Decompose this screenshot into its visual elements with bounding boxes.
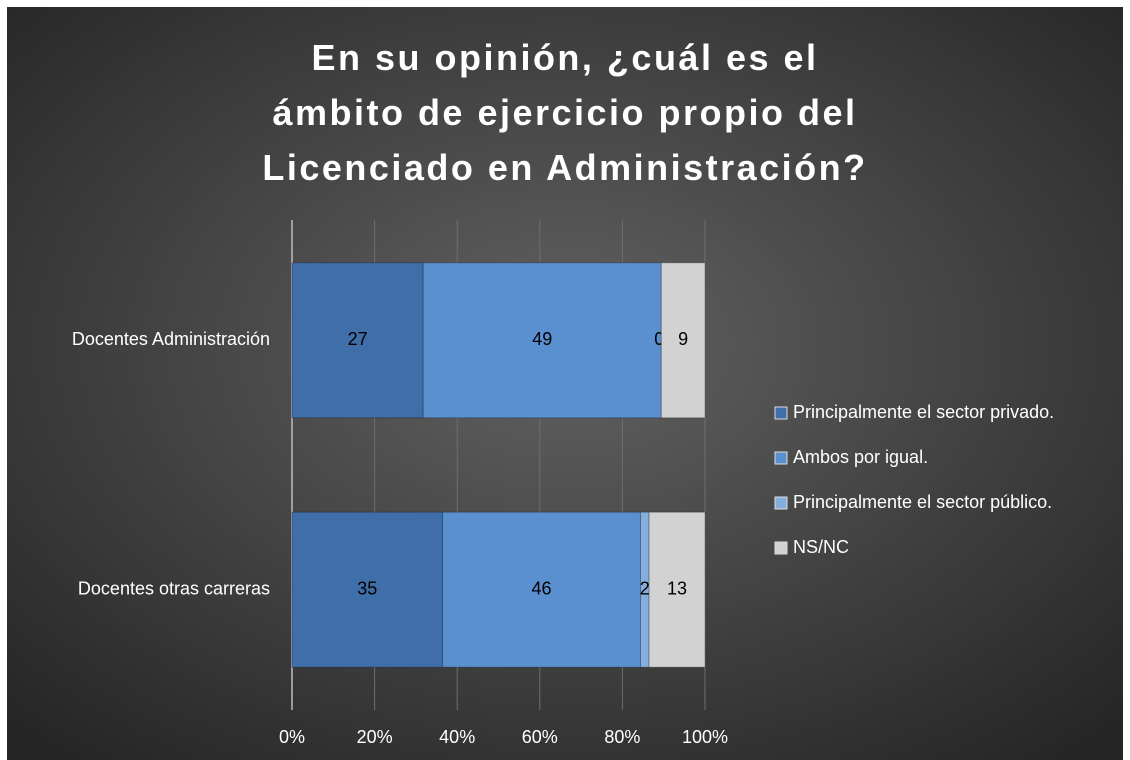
legend-marker <box>774 496 788 510</box>
x-tick-label: 100% <box>682 727 728 747</box>
y-tick-label: Docentes Administración <box>72 329 270 349</box>
legend-label: Principalmente el sector público. <box>793 492 1052 512</box>
bar-segment <box>422 262 662 419</box>
data-label: 35 <box>357 578 377 598</box>
legend-marker <box>774 406 788 420</box>
x-tick-label: 0% <box>279 727 305 747</box>
x-tick-label: 60% <box>522 727 558 747</box>
legend-label: NS/NC <box>793 537 849 557</box>
data-label: 0 <box>654 329 664 349</box>
legend-label: Ambos por igual. <box>793 447 928 467</box>
bar-segment <box>442 511 641 668</box>
bar-segment <box>660 262 706 419</box>
x-tick-label: 20% <box>357 727 393 747</box>
x-tick-label: 80% <box>604 727 640 747</box>
bar-segment <box>291 511 444 668</box>
data-label: 13 <box>667 578 687 598</box>
legend-label: Principalmente el sector privado. <box>793 402 1054 422</box>
chart-title: En su opinión, ¿cuál es el ámbito de ejer… <box>262 37 867 188</box>
legend-marker <box>774 541 788 555</box>
data-label: 9 <box>678 329 688 349</box>
y-tick-label: Docentes otras carreras <box>78 578 270 598</box>
data-label: 46 <box>532 578 552 598</box>
legend-marker <box>774 451 788 465</box>
data-label: 49 <box>532 329 552 349</box>
x-tick-label: 40% <box>439 727 475 747</box>
bar-segment <box>648 511 706 668</box>
data-label: 2 <box>640 578 650 598</box>
data-label: 27 <box>348 329 368 349</box>
